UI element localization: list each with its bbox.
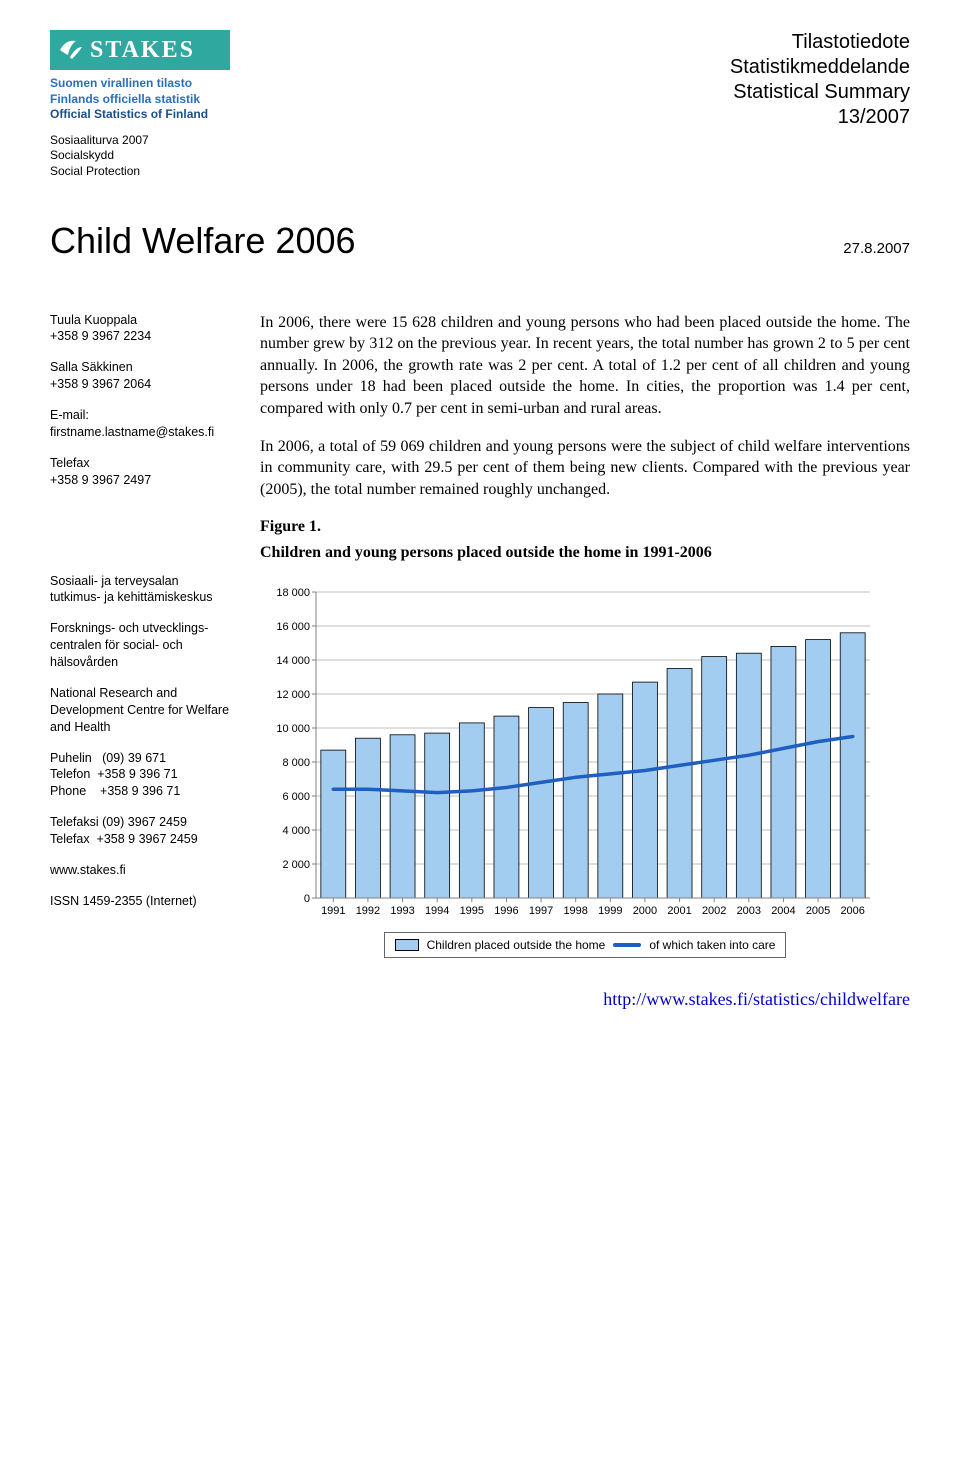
chart-legend: Children placed outside the home of whic… — [384, 932, 787, 958]
svg-text:2005: 2005 — [806, 905, 830, 917]
header: STAKES Suomen virallinen tilasto Finland… — [50, 30, 910, 180]
svg-text:10 000: 10 000 — [276, 723, 310, 735]
website: www.stakes.fi — [50, 862, 230, 879]
svg-text:14 000: 14 000 — [276, 655, 310, 667]
svg-text:1993: 1993 — [390, 905, 414, 917]
legend-bar-swatch — [395, 939, 419, 951]
fax-block: Telefaksi (09) 3967 2459 Telefax +358 9 … — [50, 814, 230, 848]
summary-line-2: Statistikmeddelande — [730, 55, 910, 80]
svg-text:1995: 1995 — [460, 905, 484, 917]
svg-text:8 000: 8 000 — [282, 757, 310, 769]
svg-text:1998: 1998 — [563, 905, 587, 917]
phone-fi: Puhelin (09) 39 671 — [50, 750, 230, 767]
org-sv: Forsknings- och utvecklings-centralen fö… — [50, 620, 230, 671]
footer-link[interactable]: http://www.stakes.fi/statistics/childwel… — [50, 989, 910, 1010]
svg-text:2003: 2003 — [737, 905, 761, 917]
title-row: Child Welfare 2006 27.8.2007 — [50, 220, 910, 262]
svg-text:18 000: 18 000 — [276, 587, 310, 599]
svg-text:1997: 1997 — [529, 905, 553, 917]
stats-line-sv: Finlands officiella statistik — [50, 92, 230, 108]
social-protection-label: Sosiaaliturva 2007 Socialskydd Social Pr… — [50, 133, 230, 180]
chart-container: 0 2 000 4 000 6 000 8 000 10 000 12 000 14 000 1… — [260, 574, 910, 964]
svg-text:1994: 1994 — [425, 905, 449, 917]
org-fi: Sosiaali- ja terveysalan tutkimus- ja ke… — [50, 573, 230, 607]
contact-phone: +358 9 3967 2234 — [50, 328, 230, 345]
leaf-icon — [58, 37, 84, 63]
svg-text:2000: 2000 — [633, 905, 657, 917]
svg-text:2 000: 2 000 — [282, 859, 310, 871]
email-value: firstname.lastname@stakes.fi — [50, 424, 230, 441]
email-block: E-mail: firstname.lastname@stakes.fi — [50, 407, 230, 441]
summary-label: Tilastotiedote Statistikmeddelande Stati… — [730, 30, 910, 130]
contact-name: Tuula Kuoppala — [50, 312, 230, 329]
legend-line-label: of which taken into care — [649, 937, 775, 953]
svg-text:2004: 2004 — [771, 905, 795, 917]
body-area: Tuula Kuoppala +358 9 3967 2234 Salla Sä… — [50, 312, 910, 964]
publication-date: 27.8.2007 — [843, 240, 910, 257]
email-label: E-mail: — [50, 407, 230, 424]
svg-text:2001: 2001 — [667, 905, 691, 917]
figure-label: Figure 1. — [260, 516, 910, 538]
fax-fi: Telefaksi (09) 3967 2459 — [50, 814, 230, 831]
phones-block: Puhelin (09) 39 671 Telefon +358 9 396 7… — [50, 750, 230, 801]
sp-sv: Socialskydd — [50, 148, 230, 164]
svg-text:0: 0 — [304, 893, 310, 905]
paragraph-2: In 2006, a total of 59 069 children and … — [260, 436, 910, 501]
summary-line-3: Statistical Summary — [730, 80, 910, 105]
contact-phone: +358 9 3967 2064 — [50, 376, 230, 393]
contact-block-1: Tuula Kuoppala +358 9 3967 2234 — [50, 312, 230, 346]
svg-text:4 000: 4 000 — [282, 825, 310, 837]
summary-line-4: 13/2007 — [730, 105, 910, 130]
phone-en: Phone +358 9 396 71 — [50, 783, 230, 800]
stakes-logo: STAKES — [50, 30, 230, 70]
page-title: Child Welfare 2006 — [50, 220, 356, 262]
header-left: STAKES Suomen virallinen tilasto Finland… — [50, 30, 230, 180]
svg-text:1999: 1999 — [598, 905, 622, 917]
svg-text:6 000: 6 000 — [282, 791, 310, 803]
main-content: In 2006, there were 15 628 children and … — [260, 312, 910, 964]
sp-fi: Sosiaaliturva 2007 — [50, 133, 230, 149]
fax-en: Telefax +358 9 3967 2459 — [50, 831, 230, 848]
summary-line-1: Tilastotiedote — [730, 30, 910, 55]
stats-line-en: Official Statistics of Finland — [50, 107, 230, 123]
stats-line-fi: Suomen virallinen tilasto — [50, 76, 230, 92]
legend-line-swatch — [613, 943, 641, 947]
issn: ISSN 1459-2355 (Internet) — [50, 893, 230, 910]
bar-line-chart: 0 2 000 4 000 6 000 8 000 10 000 12 000 14 000 1… — [260, 584, 880, 924]
telefax-block: Telefax +358 9 3967 2497 — [50, 455, 230, 489]
telefax-value: +358 9 3967 2497 — [50, 472, 230, 489]
contact-block-2: Salla Säkkinen +358 9 3967 2064 — [50, 359, 230, 393]
sidebar: Tuula Kuoppala +358 9 3967 2234 Salla Sä… — [50, 312, 230, 964]
svg-text:2002: 2002 — [702, 905, 726, 917]
svg-text:1992: 1992 — [356, 905, 380, 917]
svg-text:1991: 1991 — [321, 905, 345, 917]
logo-text: STAKES — [90, 37, 195, 64]
org-en: National Research and Development Centre… — [50, 685, 230, 736]
paragraph-1: In 2006, there were 15 628 children and … — [260, 312, 910, 420]
svg-text:1996: 1996 — [494, 905, 518, 917]
spacer — [50, 503, 230, 573]
contact-name: Salla Säkkinen — [50, 359, 230, 376]
svg-text:16 000: 16 000 — [276, 621, 310, 633]
sp-en: Social Protection — [50, 164, 230, 180]
figure-title: Children and young persons placed outsid… — [260, 542, 910, 564]
telefax-label: Telefax — [50, 455, 230, 472]
phone-sv: Telefon +358 9 396 71 — [50, 766, 230, 783]
svg-text:2006: 2006 — [840, 905, 864, 917]
official-stats-label: Suomen virallinen tilasto Finlands offic… — [50, 76, 230, 123]
legend-wrapper: Children placed outside the home of whic… — [260, 924, 910, 958]
legend-bar-label: Children placed outside the home — [427, 937, 606, 953]
svg-text:12 000: 12 000 — [276, 689, 310, 701]
